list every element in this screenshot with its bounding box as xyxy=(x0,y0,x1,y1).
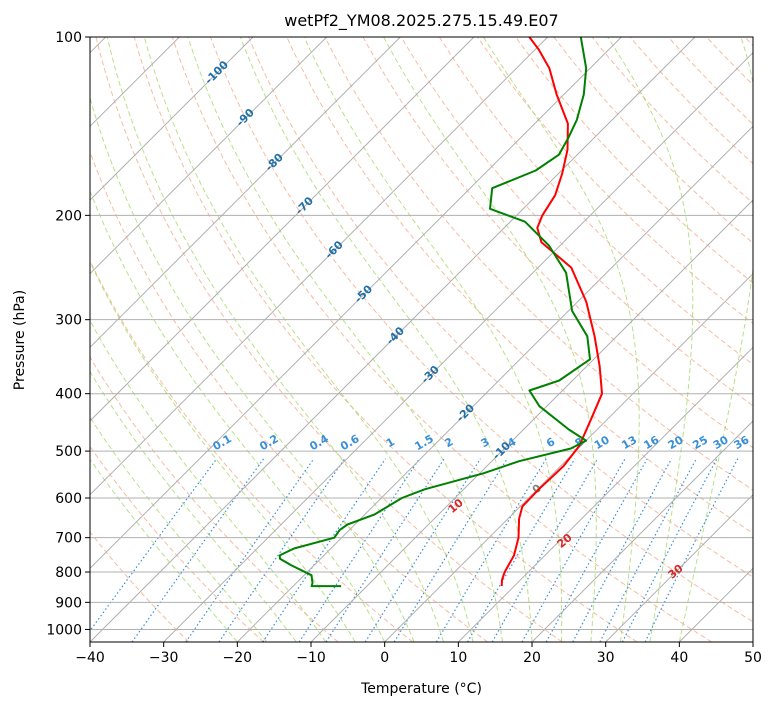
y-tick-label: 900 xyxy=(55,595,82,611)
dry-adiabat-line xyxy=(438,37,753,366)
x-tick-label: 40 xyxy=(670,650,688,666)
dry-adiabat-line xyxy=(171,37,712,642)
moist-adiabat-line xyxy=(90,260,356,642)
moist-adiabat-line xyxy=(90,458,238,642)
moist-adiabat-line xyxy=(143,37,474,642)
chart-title: wetPf2_YM08.2025.275.15.49.E07 xyxy=(284,11,558,31)
isotherm-line xyxy=(457,346,753,642)
mixing-ratio-line xyxy=(262,458,386,642)
dry-adiabat-line xyxy=(477,37,753,325)
x-tick-label: −10 xyxy=(296,650,326,666)
x-tick-label: −20 xyxy=(223,650,253,666)
dry-adiabat-line xyxy=(133,37,638,642)
isotherm-line xyxy=(90,37,254,201)
y-axis-label: Pressure (hPa) xyxy=(12,290,28,390)
y-tick-label: 100 xyxy=(55,30,82,46)
isotherm-line xyxy=(90,37,475,422)
moist-adiabat-line xyxy=(106,37,445,642)
isotherm-line xyxy=(90,37,696,642)
y-tick-label: 1000 xyxy=(46,622,82,638)
isotherm-line xyxy=(90,37,622,570)
y-axis: 100 200 300 400 500 600 700 800 900 1000 xyxy=(46,30,90,638)
moist-adiabat-line xyxy=(239,37,533,642)
x-axis: −40 −30 −20 −10 0 10 20 30 40 50 xyxy=(75,642,762,666)
moist-adiabat-line xyxy=(678,37,753,642)
moist-adiabat-line xyxy=(383,37,597,642)
dewpoint-profile xyxy=(278,37,591,588)
y-tick-label: 500 xyxy=(55,444,82,460)
moist-adiabat-line xyxy=(187,37,503,642)
temperature-profile xyxy=(500,37,603,587)
dry-adiabat-line xyxy=(553,37,753,244)
mixing-ratio-line xyxy=(521,458,626,642)
mixing-ratio-line xyxy=(491,458,599,642)
mixing-ratio-line xyxy=(572,458,673,642)
y-tick-label: 400 xyxy=(55,387,82,403)
moist-adiabat-line xyxy=(303,37,563,642)
dry-adiabat-line xyxy=(248,37,753,578)
mixing-ratio-line xyxy=(545,458,648,642)
x-tick-label: −40 xyxy=(75,650,105,666)
dry-adiabat-line xyxy=(324,37,753,491)
isotherm-line xyxy=(605,493,753,642)
mixing-ratio-line xyxy=(218,458,346,642)
moist-adiabat-line xyxy=(607,37,694,642)
x-tick-label: 30 xyxy=(597,650,615,666)
x-tick-label: 20 xyxy=(523,650,541,666)
mixing-ratio-line xyxy=(599,458,697,642)
isotherm-line xyxy=(384,272,753,642)
x-tick-label: 10 xyxy=(449,650,467,666)
x-tick-label: −30 xyxy=(149,650,179,666)
y-tick-label: 200 xyxy=(55,208,82,224)
moist-adiabat-line xyxy=(482,37,640,642)
isotherm-grid xyxy=(90,37,753,642)
plot-frame xyxy=(89,36,754,643)
moist-adiabat-line xyxy=(90,96,415,642)
dry-adiabat-line xyxy=(90,356,339,642)
dry-adiabat-line xyxy=(591,37,753,204)
mixing-ratio-line xyxy=(90,458,218,632)
moist-adiabat-line xyxy=(90,319,327,642)
dry-adiabat-line xyxy=(90,150,488,642)
isotherm-line xyxy=(163,51,753,642)
isotherm-line xyxy=(236,125,753,642)
mixing-ratio-line xyxy=(185,458,315,642)
plot-area: -100-90-80-70-60-50-40-30-20-1000.1 0.2 0.… xyxy=(90,37,753,642)
x-axis-label: Temperature (°C) xyxy=(360,681,482,697)
y-tick-label: 700 xyxy=(55,531,82,547)
isotherm-line xyxy=(90,37,328,275)
mixing-ratio-line xyxy=(364,458,482,642)
dry-adiabat-line xyxy=(95,37,563,642)
mixing-ratio-line xyxy=(298,458,420,642)
isotherm-line xyxy=(310,199,753,642)
isotherm-line xyxy=(531,420,753,642)
mixing-ratio-lines xyxy=(90,458,739,642)
dry-adiabat-line xyxy=(286,37,753,534)
sounding-profiles xyxy=(278,37,603,588)
dry-adiabat-line xyxy=(90,531,190,642)
y-tick-label: 800 xyxy=(55,565,82,581)
mixing-ratio-line xyxy=(131,458,265,642)
isotherm-line xyxy=(90,37,549,496)
isobar-grid xyxy=(90,37,753,630)
dry-adiabat-line xyxy=(400,37,753,407)
moist-adiabats xyxy=(90,37,753,642)
x-tick-label: 0 xyxy=(380,650,389,666)
y-tick-label: 600 xyxy=(55,491,82,507)
mixing-ratio-line xyxy=(325,458,445,642)
dry-adiabat-line xyxy=(90,259,414,642)
isotherm-line xyxy=(90,37,401,349)
mixing-ratio-line xyxy=(466,458,576,642)
y-tick-label: 300 xyxy=(55,313,82,329)
dry-adiabat-line xyxy=(210,37,753,623)
x-tick-label: 50 xyxy=(744,650,762,666)
